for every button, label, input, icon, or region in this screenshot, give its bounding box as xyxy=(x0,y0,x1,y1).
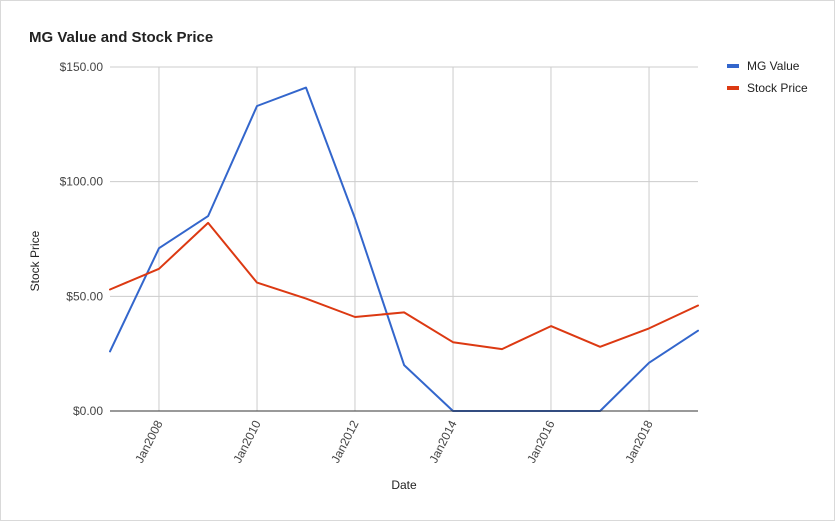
chart-title: MG Value and Stock Price xyxy=(29,29,213,46)
axis-layer: $0.00 $50.00 $100.00 $150.00 Jan2008 Jan2010 J… xyxy=(60,60,698,465)
legend-swatch-stock-price xyxy=(727,86,739,90)
legend-swatch-mg-value xyxy=(727,64,739,68)
x-tick-label: Jan2012 xyxy=(328,418,362,466)
x-tick-label: Jan2010 xyxy=(230,418,264,466)
x-axis-title: Date xyxy=(391,478,417,492)
y-axis-title: Stock Price xyxy=(28,230,42,291)
y-tick-label: $0.00 xyxy=(73,404,103,418)
x-tick-label: Jan2018 xyxy=(622,418,656,466)
legend-label-mg-value: MG Value xyxy=(747,59,800,73)
y-tick-label: $100.00 xyxy=(60,175,104,189)
x-tick-label: Jan2008 xyxy=(132,418,166,466)
x-tick-label: Jan2016 xyxy=(524,418,558,466)
y-tick-label: $50.00 xyxy=(66,289,103,303)
legend-label-stock-price: Stock Price xyxy=(747,81,808,95)
y-tick-label: $150.00 xyxy=(60,60,104,74)
legend: MG Value Stock Price xyxy=(727,59,808,95)
x-tick-label: Jan2014 xyxy=(426,418,460,466)
series-line-stock-price xyxy=(109,221,699,351)
series-line-mg-value xyxy=(109,86,699,412)
grid-layer xyxy=(110,66,698,411)
series-layer xyxy=(109,86,699,412)
